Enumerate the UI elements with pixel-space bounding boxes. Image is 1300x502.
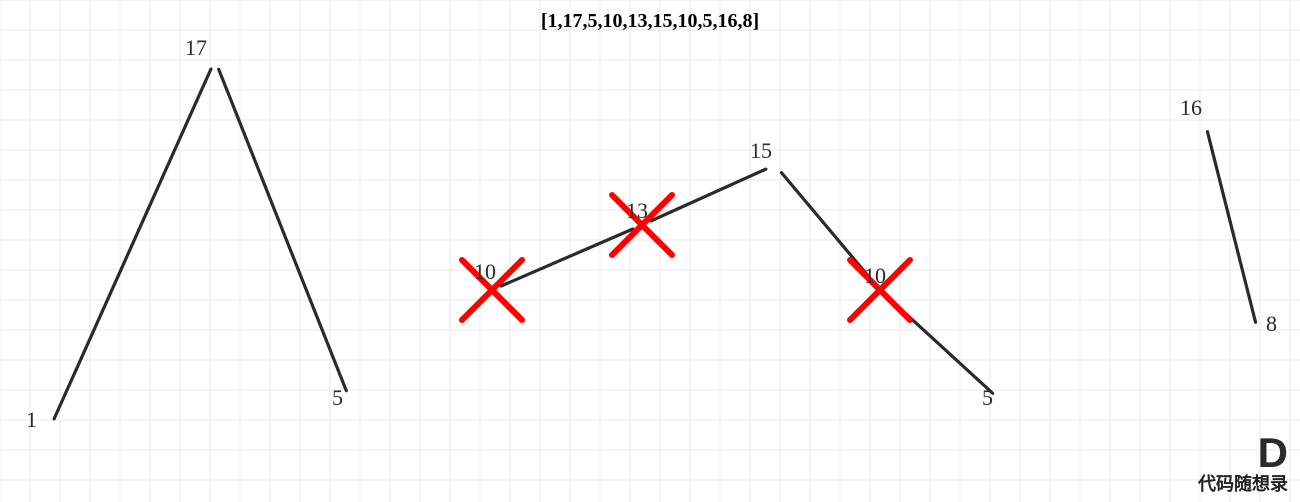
point-label: 16 <box>1180 95 1202 121</box>
point-label: 13 <box>626 198 648 224</box>
watermark-logo-icon: D <box>1258 432 1288 474</box>
point-label: 17 <box>185 35 207 61</box>
diagram-title: [1,17,5,10,13,15,10,5,16,8] <box>541 10 759 33</box>
point-label: 1 <box>26 407 37 433</box>
point-label: 15 <box>750 138 772 164</box>
point-label: 10 <box>474 259 496 285</box>
point-label: 5 <box>332 385 343 411</box>
point-label: 8 <box>1266 311 1277 337</box>
diagram-canvas: [1,17,5,10,13,15,10,5,16,8] D 代码随想录 1 17 5… <box>0 0 1300 502</box>
point-label: 10 <box>864 263 886 289</box>
watermark: D 代码随想录 <box>1198 432 1288 496</box>
point-label: 5 <box>982 385 993 411</box>
diagram-svg <box>0 0 1300 502</box>
